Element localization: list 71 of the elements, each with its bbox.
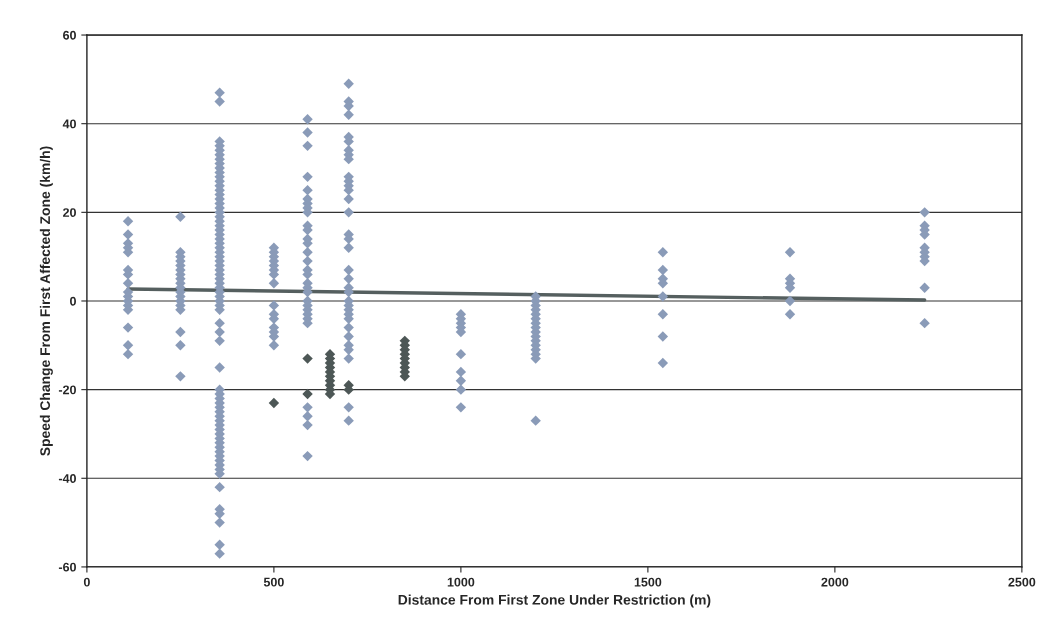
point: [175, 211, 186, 222]
point: [343, 331, 354, 342]
point: [302, 114, 313, 125]
point: [268, 397, 280, 409]
y-tick-label: 40: [62, 119, 76, 129]
point: [657, 309, 669, 320]
point: [302, 140, 313, 152]
point: [302, 450, 313, 462]
point: [343, 193, 354, 205]
point: [919, 317, 930, 329]
x-tick-label: 2000: [821, 577, 849, 587]
point: [657, 264, 669, 276]
point: [302, 419, 313, 431]
point: [455, 402, 467, 413]
point: [302, 247, 313, 258]
point: [455, 384, 467, 395]
point: [455, 375, 467, 386]
y-tick-label: 60: [63, 30, 76, 40]
point: [175, 340, 186, 351]
point: [268, 300, 280, 311]
point: [343, 402, 354, 413]
point: [302, 411, 313, 422]
point: [122, 216, 134, 227]
x-tick-label: 1500: [634, 577, 662, 587]
point: [343, 207, 354, 218]
y-tick-label: -60: [58, 562, 76, 572]
point: [268, 340, 280, 351]
point: [343, 322, 354, 333]
point: [657, 247, 669, 258]
point: [455, 348, 467, 360]
point: [302, 402, 313, 413]
point: [343, 242, 354, 253]
point: [657, 331, 669, 342]
x-axis-title: Distance From First Zone Under Restriction (m): [398, 594, 711, 608]
point: [530, 415, 541, 426]
point: [657, 357, 669, 369]
point: [302, 184, 313, 196]
y-tick-label: 20: [63, 208, 76, 217]
y-tick-label: -20: [58, 385, 76, 395]
point: [657, 291, 669, 302]
point: [343, 264, 354, 276]
point: [784, 295, 796, 307]
y-tick-label: -40: [58, 474, 76, 483]
point: [784, 309, 796, 320]
point: [175, 326, 186, 338]
point: [175, 371, 186, 382]
point: [122, 322, 134, 333]
x-tick-label: 500: [263, 577, 284, 587]
point: [302, 127, 313, 138]
point: [302, 353, 313, 364]
point: [343, 109, 354, 121]
point: [122, 340, 134, 351]
x-tick-label: 1000: [447, 577, 475, 587]
point: [268, 278, 280, 289]
point: [919, 207, 930, 218]
point: [122, 348, 134, 360]
point: [343, 273, 354, 285]
point: [455, 366, 467, 378]
x-tick-label: 0: [83, 577, 90, 587]
point: [122, 229, 134, 240]
point: [302, 171, 313, 183]
x-tick-label: 2500: [1008, 577, 1036, 587]
y-axis-title: Speed Change From First Affected Zone (km/h): [39, 146, 53, 456]
y-tick-label: 0: [70, 296, 76, 306]
point: [343, 78, 354, 89]
point: [343, 415, 354, 426]
point: [919, 282, 930, 293]
point: [343, 353, 354, 364]
point: [302, 388, 313, 400]
point: [784, 247, 796, 258]
point: [302, 255, 313, 267]
